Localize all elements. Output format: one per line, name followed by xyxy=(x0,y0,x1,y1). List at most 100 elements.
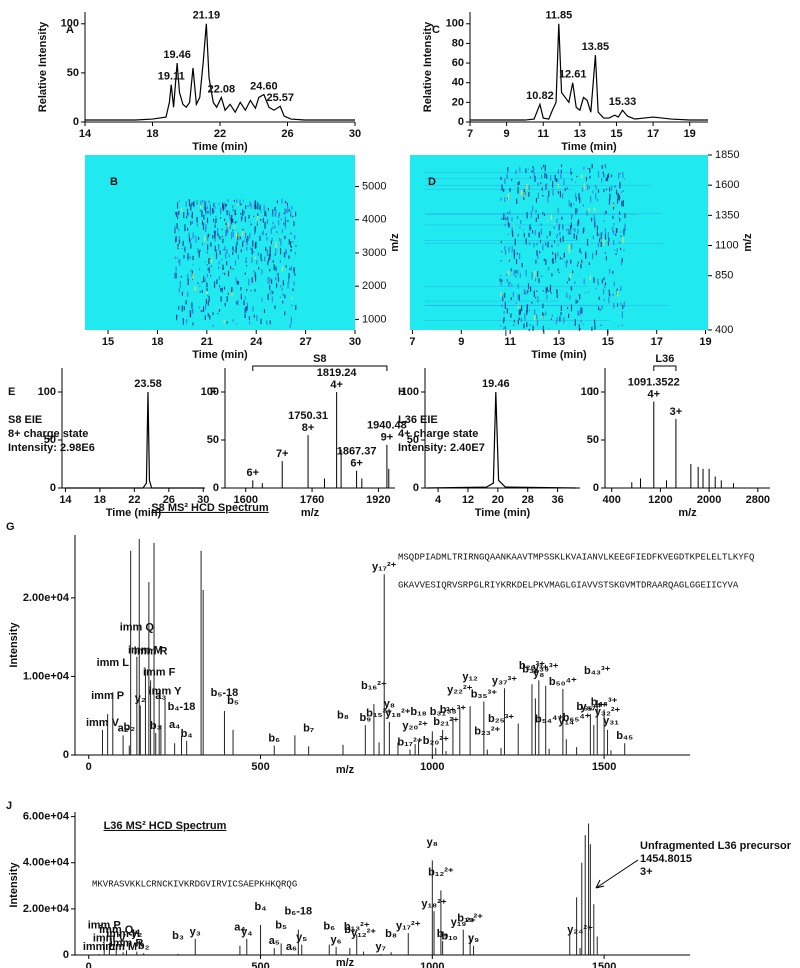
intensity-texture xyxy=(588,262,590,266)
intensity-texture xyxy=(605,188,608,191)
peak-label: b₆ xyxy=(268,732,280,744)
sequence: MKVRASVKKLCRNCKIVKRDGVIRVICSAEPKHKQRQG xyxy=(92,879,297,889)
intensity-texture xyxy=(613,281,615,287)
intensity-texture xyxy=(619,289,622,292)
intensity-texture xyxy=(516,216,519,220)
peak-label: y₅₇⁴⁺ xyxy=(580,701,607,713)
intensity-texture xyxy=(253,202,255,204)
intensity-texture xyxy=(577,300,579,303)
intensity-texture xyxy=(246,238,248,246)
intensity-texture xyxy=(541,315,544,319)
intensity-texture xyxy=(184,246,186,253)
intensity-texture xyxy=(232,229,234,232)
intensity-texture xyxy=(548,190,550,197)
intensity-texture xyxy=(225,204,227,207)
intensity-texture xyxy=(279,236,281,238)
intensity-texture xyxy=(615,189,618,195)
intensity-texture xyxy=(511,284,513,287)
intensity-texture xyxy=(261,300,263,302)
intensity-texture xyxy=(608,268,611,274)
intensity-texture xyxy=(214,206,216,209)
peak-label: b₁₆²⁺ xyxy=(361,680,387,692)
intensity-texture xyxy=(252,306,254,312)
intensity-texture xyxy=(237,235,240,240)
intensity-texture xyxy=(187,273,189,281)
peak-label: y₂₀²⁺ xyxy=(402,720,428,732)
x-tick-label: 24 xyxy=(250,336,263,348)
intensity-texture xyxy=(281,266,284,272)
intensity-texture xyxy=(206,291,208,294)
intensity-texture xyxy=(598,233,600,237)
intensity-texture xyxy=(558,271,560,274)
intensity-texture xyxy=(227,222,229,228)
peak-label: b₅ xyxy=(275,919,287,931)
y-tick-label: 0 xyxy=(63,949,69,961)
mz-label: 1750.31 xyxy=(288,410,328,422)
intensity-texture xyxy=(270,291,272,295)
intensity-texture xyxy=(518,294,521,301)
peak-label: y₁₄ xyxy=(558,715,574,727)
peak-label: y₁₇²⁺ xyxy=(396,920,421,932)
peak-label: imm P xyxy=(88,919,121,931)
intensity-texture xyxy=(562,235,564,242)
intensity-texture xyxy=(595,287,597,290)
intensity-texture xyxy=(244,216,246,223)
peak-label: b₃₃³⁺ xyxy=(440,704,467,716)
peak-label: 15.33 xyxy=(609,96,637,108)
intensity-texture xyxy=(215,217,217,223)
intensity-texture xyxy=(204,315,206,321)
x-tick-label: 30 xyxy=(349,336,361,348)
intensity-texture xyxy=(263,204,265,211)
intensity-texture xyxy=(194,235,196,237)
intensity-texture xyxy=(592,252,594,260)
intensity-texture xyxy=(537,296,539,303)
intensity-texture xyxy=(226,321,228,324)
intensity-texture xyxy=(178,288,180,293)
x-tick-label: 14 xyxy=(59,494,72,506)
intensity-texture xyxy=(564,261,566,263)
x-tick-label: 500 xyxy=(251,961,269,968)
intensity-texture xyxy=(510,268,512,272)
intensity-texture xyxy=(201,281,203,283)
x-tick-label: 19 xyxy=(684,128,696,140)
intensity-texture xyxy=(265,213,267,217)
intensity-texture xyxy=(518,181,520,185)
intensity-texture xyxy=(196,216,198,223)
panel-letter: D xyxy=(428,176,436,188)
intensity-texture xyxy=(244,307,246,314)
trace xyxy=(85,23,355,121)
intensity-texture xyxy=(236,280,239,285)
y-tick-label: 4.00e+04 xyxy=(23,857,70,869)
peak-label: b₄ xyxy=(181,728,193,740)
intensity-texture xyxy=(556,294,558,299)
intensity-texture xyxy=(588,208,590,212)
intensity-texture xyxy=(179,280,181,288)
intensity-texture xyxy=(567,313,570,319)
intensity-texture xyxy=(237,254,239,260)
intensity-texture xyxy=(594,184,597,187)
intensity-texture xyxy=(500,281,502,286)
intensity-texture xyxy=(218,245,220,250)
intensity-texture xyxy=(271,296,273,303)
intensity-texture xyxy=(536,249,538,256)
intensity-texture xyxy=(292,215,294,218)
intensity-texture xyxy=(204,278,206,280)
intensity-texture xyxy=(578,294,580,296)
intensity-texture xyxy=(570,259,572,264)
peak-label: 6+ xyxy=(350,458,363,470)
x-tick-label: 15 xyxy=(102,336,114,348)
peak-label: y₂₄²⁺ xyxy=(567,924,593,936)
intensity-texture xyxy=(232,246,234,253)
x-axis-label: Time (min) xyxy=(106,507,162,519)
intensity-texture xyxy=(577,261,579,264)
intensity-texture xyxy=(620,235,622,237)
intensity-texture xyxy=(178,306,180,310)
spectrum-title: L36 MS² HCD Spectrum xyxy=(104,820,227,832)
intensity-texture xyxy=(575,299,577,304)
intensity-texture xyxy=(208,258,210,265)
peak-label: y₂₂²⁺ xyxy=(447,684,473,696)
intensity-texture xyxy=(547,290,549,292)
intensity-texture xyxy=(266,249,268,253)
intensity-texture xyxy=(218,276,220,281)
trace xyxy=(470,23,708,121)
